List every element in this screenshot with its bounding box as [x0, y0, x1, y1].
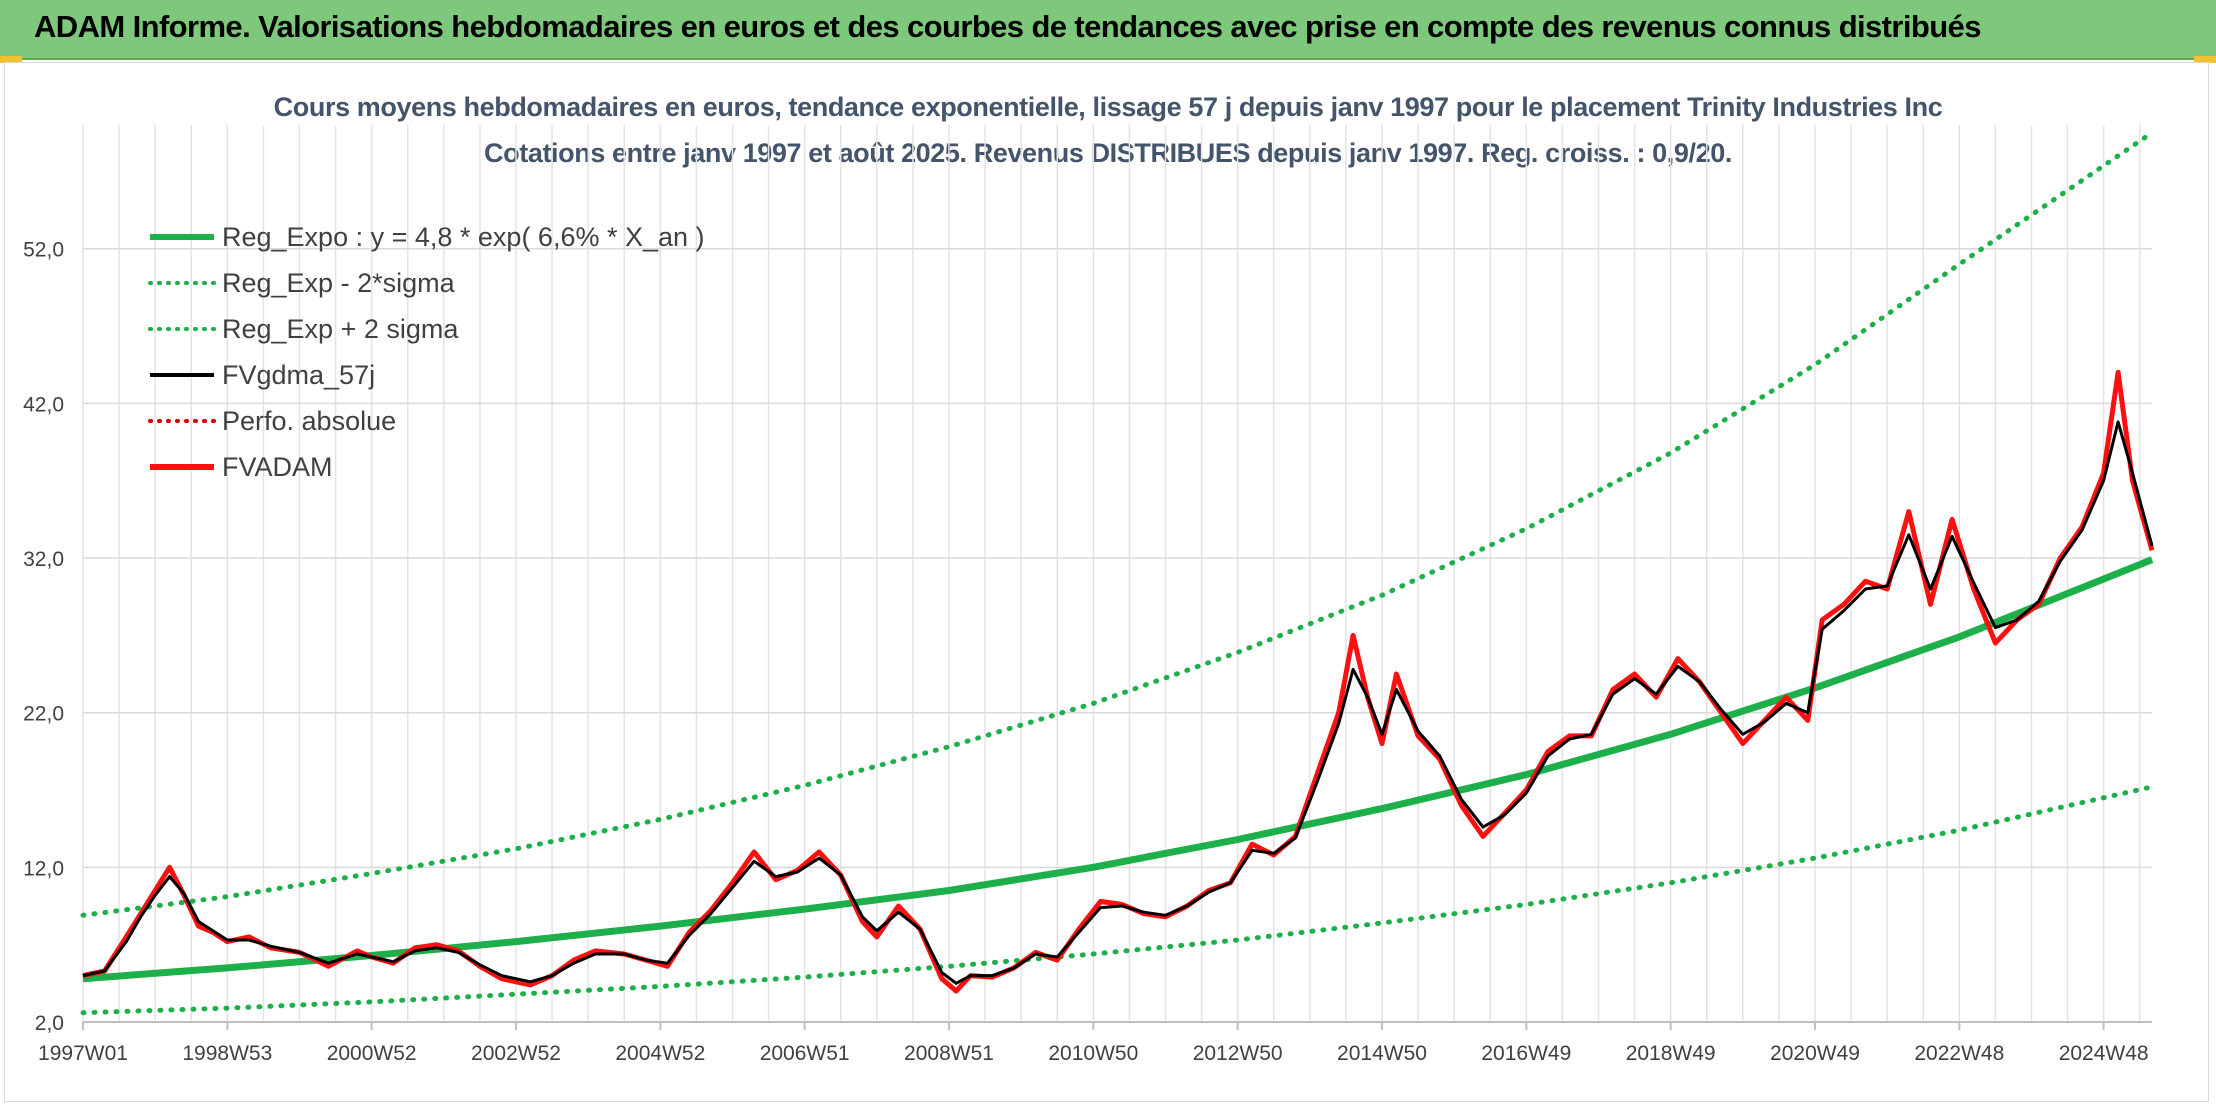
legend-label: Reg_Exp - 2*sigma: [222, 268, 456, 298]
y-tick-label: 12,0: [23, 857, 64, 880]
legend-label: FVADAM: [222, 452, 333, 482]
legend-label: Perfo. absolue: [222, 406, 396, 436]
x-tick-label: 2008W51: [904, 1042, 994, 1065]
y-tick-label: 32,0: [23, 548, 64, 571]
report-title: ADAM Informe. Valorisations hebdomadaire…: [34, 9, 1981, 44]
y-tick-label: 2,0: [35, 1012, 64, 1035]
corner-accent-right: [2194, 56, 2216, 63]
corner-accent-left: [0, 56, 22, 63]
x-tick-label: 1998W53: [182, 1042, 272, 1065]
report-banner: ADAM Informe. Valorisations hebdomadaire…: [0, 0, 2216, 60]
x-tick-label: 1997W01: [38, 1042, 128, 1065]
legend-label: Reg_Exp + 2 sigma: [222, 314, 459, 344]
upper-band-line: [80, 130, 2155, 918]
y-tick-label: 52,0: [23, 239, 64, 262]
legend-label: Reg_Expo : y = 4,8 * exp( 6,6% * X_an ): [222, 222, 705, 252]
x-tick-label: 2022W48: [1914, 1042, 2004, 1065]
x-tick-label: 2024W48: [2059, 1042, 2149, 1065]
x-tick-label: 2006W51: [760, 1042, 850, 1065]
x-tick-label: 2002W52: [471, 1042, 561, 1065]
x-tick-label: 2000W52: [327, 1042, 417, 1065]
x-tick-label: 2016W49: [1481, 1042, 1571, 1065]
x-tick-label: 2020W49: [1770, 1042, 1860, 1065]
chart-subtitle: Cotations entre janv 1997 et août 2025. …: [484, 138, 1732, 168]
x-tick-label: 2004W52: [615, 1042, 705, 1065]
trend-line: [82, 556, 2154, 983]
fvgdma-line: [82, 420, 2154, 985]
x-tick-label: 2012W50: [1193, 1042, 1283, 1065]
y-tick-label: 42,0: [23, 393, 64, 416]
chart-title: Cours moyens hebdomadaires en euros, ten…: [273, 92, 1943, 122]
y-tick-label: 22,0: [23, 703, 64, 726]
x-tick-label: 2018W49: [1626, 1042, 1716, 1065]
chart-frame: [4, 62, 2209, 1102]
lower-band-line: [80, 784, 2155, 1016]
legend-label: FVgdma_57j: [222, 360, 375, 390]
x-tick-label: 2014W50: [1337, 1042, 1427, 1065]
x-tick-label: 2010W50: [1048, 1042, 1138, 1065]
